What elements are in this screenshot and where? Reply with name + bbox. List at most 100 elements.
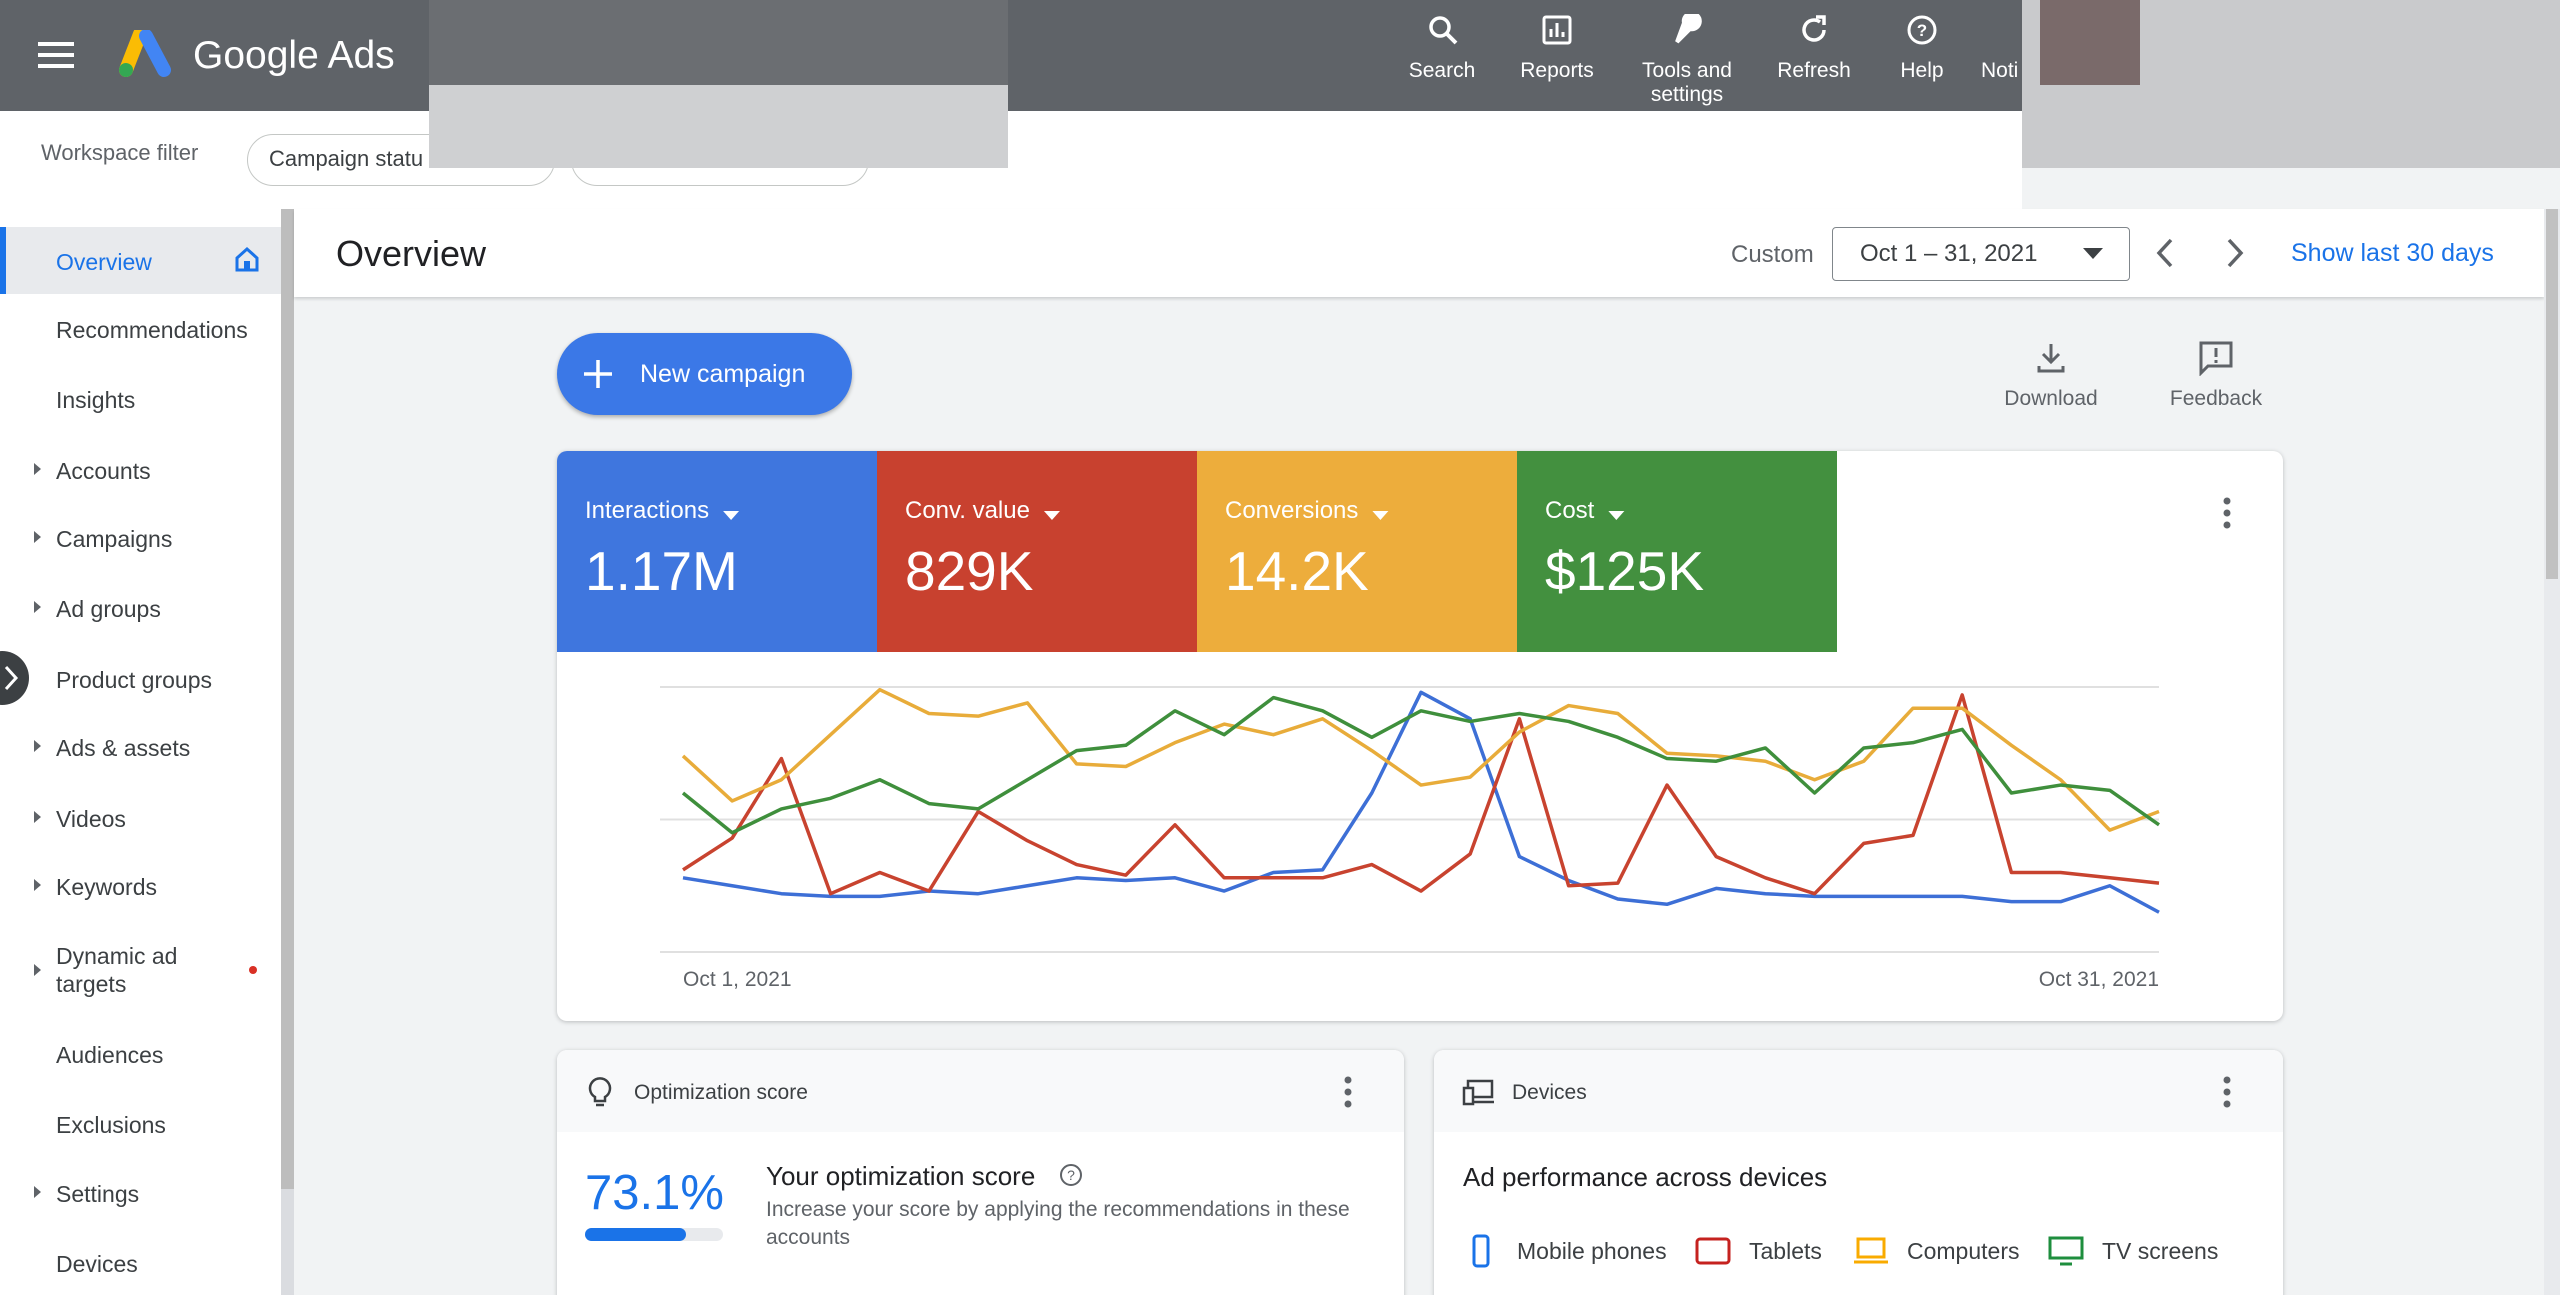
feedback-label: Feedback — [2169, 387, 2263, 410]
legend-label: Computers — [1907, 1238, 2020, 1264]
sidebar-item[interactable]: Devices — [56, 1251, 138, 1277]
sidebar-item[interactable]: Videos — [56, 806, 126, 832]
header-bar — [294, 209, 2544, 297]
nav-icon[interactable] — [1426, 14, 1458, 46]
sidebar-item[interactable]: Ad groups — [56, 596, 161, 622]
sidebar-item[interactable]: Exclusions — [56, 1112, 166, 1138]
new-campaign-label: New campaign — [640, 360, 806, 388]
help-icon[interactable]: ? — [1059, 1163, 1083, 1187]
page-scroll-thumb — [2546, 209, 2558, 579]
collapse-button[interactable] — [0, 650, 30, 706]
chart: Interactions 1.17M Conv. value 829K Conversi… — [557, 451, 2231, 991]
expand-arrow — [34, 879, 41, 891]
expand-arrow — [34, 531, 41, 543]
optimization-card: Optimization score 73.1% Your optimizati… — [557, 1050, 1404, 1295]
series-line — [682, 693, 2160, 896]
selected-indicator — [0, 227, 6, 294]
sidebar-item[interactable]: Accounts — [56, 458, 151, 484]
sidebar-item[interactable]: Ads & assets — [56, 735, 191, 761]
sidebar-item[interactable]: Product groups — [56, 667, 212, 693]
logo — [119, 30, 171, 77]
legend-label: TV screens — [2102, 1238, 2219, 1264]
scorecard-label: Interactions — [585, 497, 709, 524]
nav-label[interactable]: Tools and settings — [1642, 59, 1732, 106]
sidebar-item[interactable]: Overview — [56, 249, 152, 275]
series-line — [682, 690, 2160, 914]
scorecard[interactable] — [1197, 451, 1517, 652]
devices-icon — [1462, 1079, 1494, 1106]
sidebar-item[interactable]: Insights — [56, 387, 136, 413]
dropdown-arrow — [2083, 248, 2103, 259]
nav-label[interactable]: Reports — [1520, 59, 1594, 82]
expand-arrow — [34, 740, 41, 752]
sidebar-scroll-thumb — [281, 209, 294, 1189]
scorecard-value: $125K — [1545, 540, 1704, 602]
more-icon[interactable] — [2222, 1076, 2232, 1108]
scorecard-label: Cost — [1545, 497, 1595, 524]
sidebar-item[interactable]: Campaigns — [56, 526, 173, 552]
scorecard-dropdown — [1608, 511, 1625, 520]
filter-label: Workspace filter — [41, 140, 199, 165]
page-title: Overview — [336, 233, 487, 274]
legend-label: Mobile phones — [1517, 1238, 1667, 1264]
scorecard-label: Conversions — [1225, 497, 1358, 524]
plus-icon — [584, 360, 612, 388]
series-line — [681, 687, 2160, 832]
redaction — [2040, 0, 2140, 85]
range-label: Custom — [1731, 241, 1814, 268]
nav-icon[interactable] — [1541, 14, 1573, 46]
score-heading: Your optimization score — [766, 1161, 1036, 1191]
svg-text:?: ? — [1067, 1167, 1075, 1183]
sidebar-item[interactable]: Dynamic ad targets — [56, 943, 178, 997]
nav-label[interactable]: Help — [1900, 59, 1944, 82]
feedback-icon[interactable] — [2198, 340, 2234, 376]
redaction — [429, 0, 1008, 85]
selected-item — [0, 227, 281, 294]
more-icon[interactable] — [2223, 497, 2231, 529]
next-button[interactable] — [2225, 237, 2245, 269]
redaction — [429, 85, 1008, 168]
scorecard[interactable] — [877, 451, 1197, 652]
download-label: Download — [2004, 387, 2098, 410]
nav-icon[interactable] — [1671, 14, 1703, 46]
expand-arrow — [34, 1186, 41, 1198]
more-icon[interactable] — [1343, 1076, 1353, 1108]
download-icon[interactable] — [2036, 342, 2066, 374]
scorecard[interactable] — [1517, 451, 1837, 652]
product-name: Google Ads — [193, 34, 395, 77]
scorecard[interactable] — [557, 451, 877, 652]
scorecard-value: 14.2K — [1225, 540, 1369, 602]
nav-label[interactable]: Search — [1408, 59, 1476, 82]
prev-button[interactable] — [2155, 237, 2175, 269]
scorecard-label: Conv. value — [905, 497, 1030, 524]
nav-icon[interactable]: ? — [1906, 14, 1938, 46]
sidebar-item[interactable]: Recommendations — [56, 317, 248, 343]
date-dropdown[interactable] — [1832, 227, 2130, 281]
card-header — [557, 1050, 1404, 1132]
sidebar-item[interactable]: Settings — [56, 1181, 140, 1207]
score: 73.1% — [585, 1166, 724, 1220]
nav-label[interactable]: Noti — [1981, 59, 2019, 82]
show-last-link[interactable]: Show last 30 days — [2291, 239, 2494, 267]
menu-icon[interactable] — [38, 40, 74, 70]
devices-card: Devices Ad performance across devices Mo… — [1434, 1050, 2283, 1295]
svg-text:?: ? — [1917, 21, 1927, 40]
nav-label[interactable]: Refresh — [1777, 59, 1851, 82]
devices-heading: Ad performance across devices — [1463, 1162, 1828, 1192]
expand-arrow — [34, 964, 41, 976]
legend-icon — [1854, 1237, 1888, 1264]
chart-card: Interactions 1.17M Conv. value 829K Conversi… — [557, 451, 2283, 1021]
date-range: Oct 1 – 31, 2021 — [1860, 240, 2038, 267]
card-header — [1434, 1050, 2283, 1132]
card-title: Optimization score — [634, 1081, 808, 1104]
home-icon — [235, 246, 259, 272]
nav-icon[interactable] — [1798, 14, 1830, 46]
alert-dot — [249, 966, 257, 974]
sidebar — [0, 209, 281, 1295]
legend-icon — [2048, 1236, 2084, 1266]
sidebar-item[interactable]: Audiences — [56, 1042, 164, 1068]
sidebar-item[interactable]: Keywords — [56, 874, 157, 900]
scorecard-value: 829K — [905, 540, 1034, 602]
expand-arrow — [34, 601, 41, 613]
